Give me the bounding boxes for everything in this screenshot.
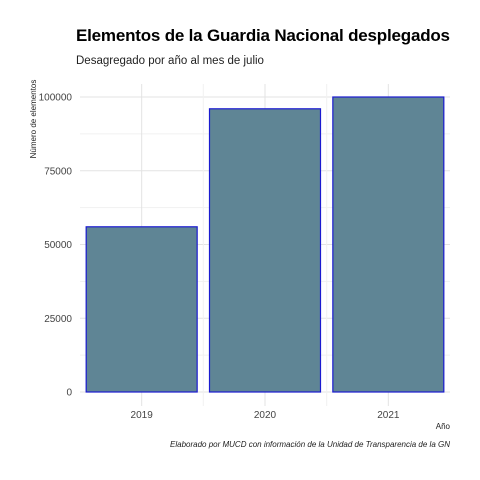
- bar-2020: [208, 108, 322, 393]
- x-tick-label: 2021: [377, 410, 400, 421]
- chart-title: Elementos de la Guardia Nacional despleg…: [76, 26, 450, 45]
- bar-2021: [332, 96, 445, 393]
- x-tick-label: 2019: [131, 410, 154, 421]
- x-axis-title: Año: [436, 422, 451, 431]
- y-tick-label: 25000: [44, 314, 72, 325]
- y-tick-label: 50000: [44, 240, 72, 251]
- x-tick-label: 2020: [254, 410, 277, 421]
- bars: [85, 96, 445, 393]
- y-tick-label: 0: [66, 388, 72, 399]
- y-axis-title: Número de elementos: [29, 80, 38, 159]
- y-tick-labels: 0 25000 50000 75000 100000: [39, 93, 73, 399]
- y-tick-label: 75000: [44, 166, 72, 177]
- bar-2019: [85, 226, 198, 393]
- chart-caption: Elaborado por MUCD con información de la…: [170, 440, 450, 449]
- chart-subtitle: Desagregado por año al mes de julio: [76, 55, 264, 67]
- x-tick-labels: 2019 2020 2021: [131, 410, 400, 421]
- y-tick-label: 100000: [39, 93, 73, 104]
